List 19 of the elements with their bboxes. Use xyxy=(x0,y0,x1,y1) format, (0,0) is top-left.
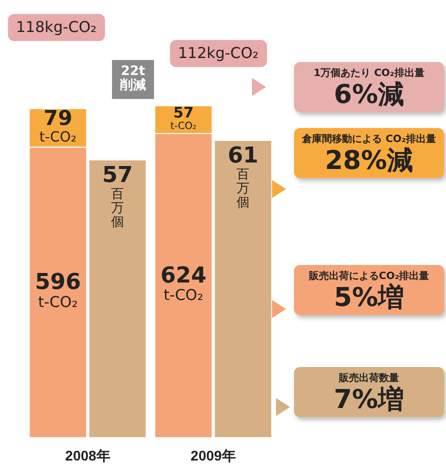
data-label: 57 百万個 xyxy=(102,163,133,230)
data-label: 61 百万個 xyxy=(228,144,258,211)
text: 118kg-CO₂ xyxy=(8,14,105,40)
text: 6%減 xyxy=(332,80,406,110)
data-label: 596 t-CO₂ xyxy=(34,270,81,311)
text: 販売出荷によるCO₂排出量 xyxy=(308,270,430,283)
data-label: 79 t-CO₂ xyxy=(39,106,76,146)
text: 倉庫間移動による CO₂排出量 xyxy=(301,132,437,146)
text: 販売出荷数量 xyxy=(338,372,400,385)
data-label: 624 t-CO₂ xyxy=(160,263,206,304)
text: 22t 削減 xyxy=(112,60,154,99)
text: 1万個あたり CO₂排出量 xyxy=(312,66,426,80)
text: 5%増 xyxy=(332,283,406,313)
x-tick-label: 2008年 xyxy=(65,447,110,464)
text: 112kg-CO₂ xyxy=(170,40,267,66)
x-tick-label: 2009年 xyxy=(190,447,236,464)
data-label: 57 t-CO₂ xyxy=(170,105,197,132)
text: 7%増 xyxy=(332,385,406,415)
text: 28%減 xyxy=(324,146,414,176)
